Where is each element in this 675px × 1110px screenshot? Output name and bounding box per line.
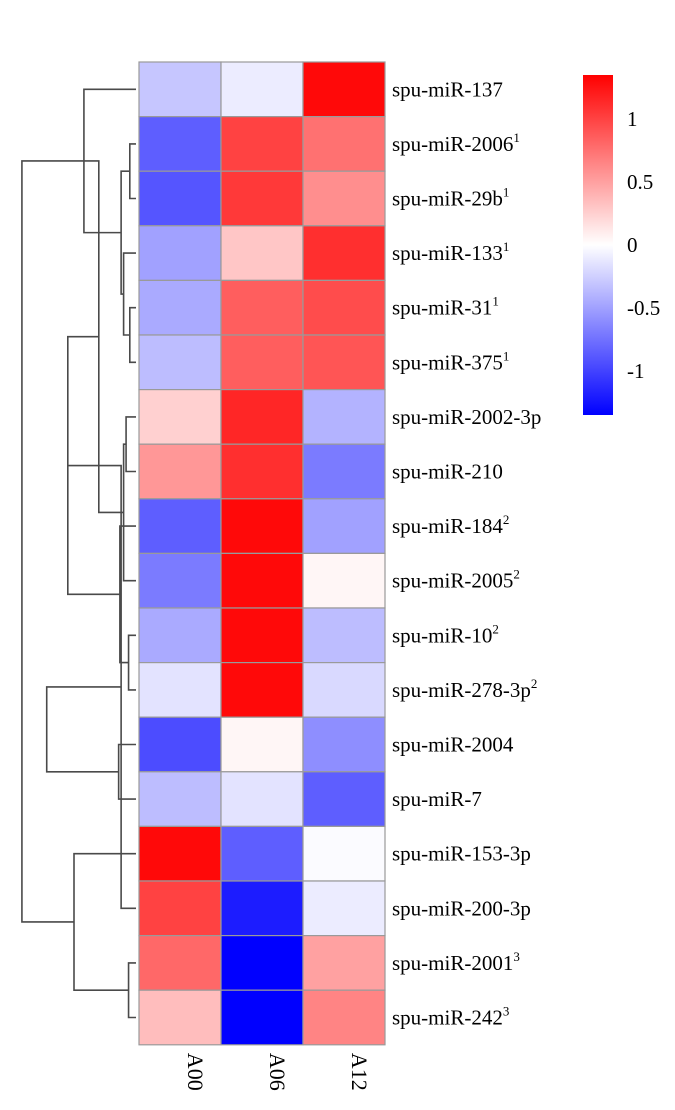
row-label: spu-miR-210 xyxy=(392,460,503,484)
row-dendrogram xyxy=(21,88,136,1019)
row-labels: spu-miR-137 spu-miR-20061 spu-miR-29b1 spu-… xyxy=(392,77,541,1029)
heatmap-cell xyxy=(220,61,304,118)
row-label: spu-miR-20061 xyxy=(392,130,520,156)
column-label: A00 xyxy=(183,1053,208,1091)
row-label: spu-miR-137 xyxy=(392,77,503,101)
heatmap-cell xyxy=(138,661,222,718)
heatmap-cell xyxy=(220,225,304,282)
heatmap-cell xyxy=(138,389,222,445)
heatmap-cell xyxy=(302,552,386,609)
dendrogram-branch xyxy=(129,143,136,200)
dendrogram-branch xyxy=(129,306,136,364)
heatmap-cell xyxy=(138,170,222,227)
row-label: spu-miR-153-3p xyxy=(392,842,531,866)
heatmap-cell xyxy=(302,934,386,991)
colorbar-tick-label: -1 xyxy=(627,359,645,383)
heatmap-cell xyxy=(220,334,304,391)
row-label: spu-miR-1842 xyxy=(392,512,509,538)
heatmap-cell xyxy=(138,498,222,554)
colorbar-tick-label: 0 xyxy=(627,233,638,257)
heatmap-cell xyxy=(302,389,386,445)
row-label: spu-miR-2423 xyxy=(392,1004,509,1030)
row-label: spu-miR-20052 xyxy=(392,567,520,593)
heatmap-cell xyxy=(138,716,222,773)
heatmap-cell xyxy=(220,934,304,991)
row-label: spu-miR-1331 xyxy=(392,239,509,265)
column-label: A06 xyxy=(265,1053,290,1091)
row-label: spu-miR-2004 xyxy=(392,733,514,757)
heatmap-cell xyxy=(220,607,304,664)
row-label: spu-miR-102 xyxy=(392,621,499,647)
row-label: spu-miR-278-3p2 xyxy=(392,676,537,702)
dendrogram-branch xyxy=(45,686,122,773)
heatmap-cell xyxy=(302,115,386,172)
heatmap-cell xyxy=(220,389,304,445)
dendrogram-branch xyxy=(73,852,136,991)
heatmap-cell xyxy=(302,61,386,118)
heatmap-cell xyxy=(302,334,386,391)
row-label: spu-miR-7 xyxy=(392,787,482,811)
heatmap-cell xyxy=(220,880,304,937)
heatmap-cell xyxy=(138,334,222,391)
heatmap-cell xyxy=(138,115,222,172)
heatmap-cell xyxy=(138,989,222,1046)
dendrogram-branch xyxy=(127,962,136,1019)
heatmap-cell xyxy=(302,880,386,937)
heatmap-cell xyxy=(138,880,222,937)
row-label: spu-miR-200-3p xyxy=(392,896,531,920)
heatmap-cell xyxy=(138,279,222,336)
column-labels: A00 A06 A12 xyxy=(183,1053,372,1091)
heatmap-cell xyxy=(220,716,304,773)
heatmap-cell xyxy=(220,989,304,1046)
heatmap-cell xyxy=(220,771,304,827)
heatmap-cell xyxy=(302,443,386,500)
color-legend: 1 0.5 0 -0.5 -1 xyxy=(583,75,660,415)
heatmap-cell xyxy=(138,443,222,500)
heatmap-cell xyxy=(138,771,222,827)
heatmap-cell xyxy=(220,443,304,500)
heatmap-cells xyxy=(138,61,386,1046)
heatmap-cell xyxy=(220,498,304,554)
column-label: A12 xyxy=(347,1053,372,1091)
heatmap-cell xyxy=(302,771,386,827)
heatmap-cell xyxy=(138,607,222,664)
heatmap-cell xyxy=(138,552,222,609)
heatmap-cell xyxy=(302,225,386,282)
heatmap-cell xyxy=(138,825,222,882)
heatmap-cell xyxy=(220,115,304,172)
heatmap-cell xyxy=(302,498,386,554)
heatmap-cell xyxy=(302,989,386,1046)
colorbar xyxy=(583,75,613,415)
dendrogram-branch xyxy=(125,416,136,473)
colorbar-tick-label: -0.5 xyxy=(627,296,660,320)
heatmap-cell xyxy=(138,934,222,991)
colorbar-tick-label: 0.5 xyxy=(627,170,653,194)
dendrogram-branch xyxy=(120,170,130,295)
heatmap-cell xyxy=(220,661,304,718)
heatmap-cell xyxy=(302,825,386,882)
heatmap-cell xyxy=(220,552,304,609)
row-label: spu-miR-29b1 xyxy=(392,185,509,211)
heatmap-cell xyxy=(220,170,304,227)
row-label: spu-miR-20013 xyxy=(392,949,520,975)
heatmap-cell xyxy=(302,661,386,718)
heatmap-cell xyxy=(302,170,386,227)
heatmap-cell xyxy=(138,225,222,282)
heatmap-cell xyxy=(138,61,222,118)
dendrogram-branch xyxy=(21,160,84,923)
heatmap-cell xyxy=(220,825,304,882)
row-label: spu-miR-3751 xyxy=(392,348,509,374)
heatmap-cell xyxy=(302,279,386,336)
dendrogram-branch xyxy=(127,634,136,691)
row-label: spu-miR-2002-3p xyxy=(392,405,541,429)
row-label: spu-miR-311 xyxy=(392,294,499,320)
colorbar-tick-label: 1 xyxy=(627,107,638,131)
heatmap-cell xyxy=(302,607,386,664)
heatmap-cell xyxy=(302,716,386,773)
heatmap-cell xyxy=(220,279,304,336)
